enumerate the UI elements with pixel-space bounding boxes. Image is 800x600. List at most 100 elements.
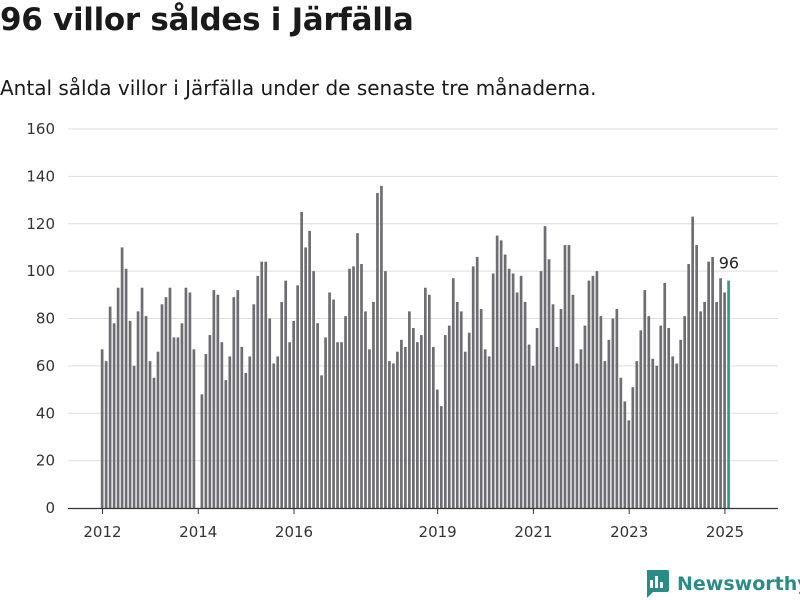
- bar: [292, 320, 296, 508]
- bar: [356, 233, 359, 508]
- bar: [563, 245, 567, 508]
- bar: [539, 271, 543, 508]
- bar-latest: [727, 280, 730, 508]
- bar: [495, 235, 499, 508]
- bar: [679, 339, 683, 508]
- bar: [160, 304, 164, 508]
- x-tick-label: 2016: [275, 523, 313, 541]
- bar: [683, 316, 687, 508]
- latest-value-label: 96: [719, 254, 739, 273]
- bar: [523, 301, 527, 508]
- bar: [104, 361, 108, 508]
- bar: [164, 297, 168, 508]
- bar: [479, 309, 483, 508]
- bar: [635, 361, 639, 508]
- bar: [232, 297, 236, 508]
- bar: [152, 377, 156, 508]
- bar: [611, 318, 615, 508]
- y-tick-label: 20: [36, 452, 55, 470]
- bar: [547, 259, 551, 508]
- bar: [447, 325, 451, 508]
- bar: [184, 287, 188, 508]
- bar: [192, 349, 196, 508]
- bar: [168, 287, 172, 508]
- bar: [575, 363, 579, 508]
- bar: [236, 290, 240, 508]
- bar: [132, 365, 136, 508]
- bar: [248, 356, 252, 508]
- brand-name: Newsworthy: [677, 573, 800, 595]
- bar: [372, 301, 375, 508]
- bar: [304, 247, 307, 508]
- bar: [519, 275, 523, 508]
- bar: [515, 292, 519, 508]
- bar: [499, 240, 503, 509]
- x-tick-label: 2014: [179, 523, 217, 541]
- bar: [587, 280, 591, 508]
- bar: [655, 365, 659, 508]
- bar: [268, 318, 272, 508]
- bar: [384, 271, 387, 508]
- bar: [260, 261, 264, 508]
- bar: [204, 354, 208, 508]
- bar: [144, 316, 148, 508]
- bar: [535, 327, 539, 508]
- y-tick-label: 140: [26, 167, 55, 185]
- bar: [376, 192, 379, 509]
- bar: [651, 358, 655, 508]
- bar: [471, 266, 475, 508]
- bar: [491, 273, 495, 508]
- bar: [623, 401, 627, 508]
- bar: [244, 372, 248, 508]
- bar: [224, 380, 228, 508]
- bar: [595, 271, 599, 508]
- y-tick-label: 120: [26, 215, 55, 233]
- y-tick-label: 0: [45, 499, 55, 517]
- bar: [320, 375, 323, 508]
- bar: [212, 290, 216, 508]
- bar: [571, 294, 575, 508]
- bar: [671, 356, 675, 508]
- bar: [280, 301, 284, 508]
- bar: [463, 351, 467, 508]
- bar: [252, 304, 256, 508]
- bar: [288, 342, 292, 508]
- bar: [431, 346, 435, 508]
- bar: [507, 268, 511, 508]
- bar: [156, 351, 160, 508]
- bar: [699, 311, 702, 508]
- bar: [188, 292, 192, 508]
- bar: [332, 299, 335, 508]
- bar: [100, 349, 104, 508]
- bar: [443, 335, 447, 508]
- bar: [140, 287, 144, 508]
- bar: [208, 335, 212, 508]
- bar: [228, 356, 232, 508]
- bar: [639, 330, 643, 508]
- page-title: 96 villor såldes i Järfälla: [0, 2, 414, 38]
- bar: [695, 245, 698, 508]
- bar: [404, 346, 407, 508]
- bar: [116, 287, 120, 508]
- bar-chart-pin-icon: [647, 570, 669, 598]
- bar: [435, 389, 439, 508]
- bar: [312, 271, 315, 508]
- bar: [579, 349, 583, 508]
- bar: [475, 256, 479, 508]
- bar: [336, 342, 339, 508]
- bar: [567, 245, 571, 508]
- bar: [396, 351, 399, 508]
- bar: [344, 316, 347, 508]
- bar: [128, 320, 132, 508]
- bar: [220, 342, 224, 508]
- bar: [412, 327, 415, 508]
- y-tick-label: 60: [36, 357, 55, 375]
- bar: [583, 325, 587, 508]
- bar: [711, 256, 714, 508]
- bar: [451, 278, 455, 508]
- bar: [643, 290, 647, 508]
- bar: [427, 294, 431, 508]
- bar: [459, 311, 463, 508]
- brand-logo[interactable]: Newsworthy: [645, 570, 800, 598]
